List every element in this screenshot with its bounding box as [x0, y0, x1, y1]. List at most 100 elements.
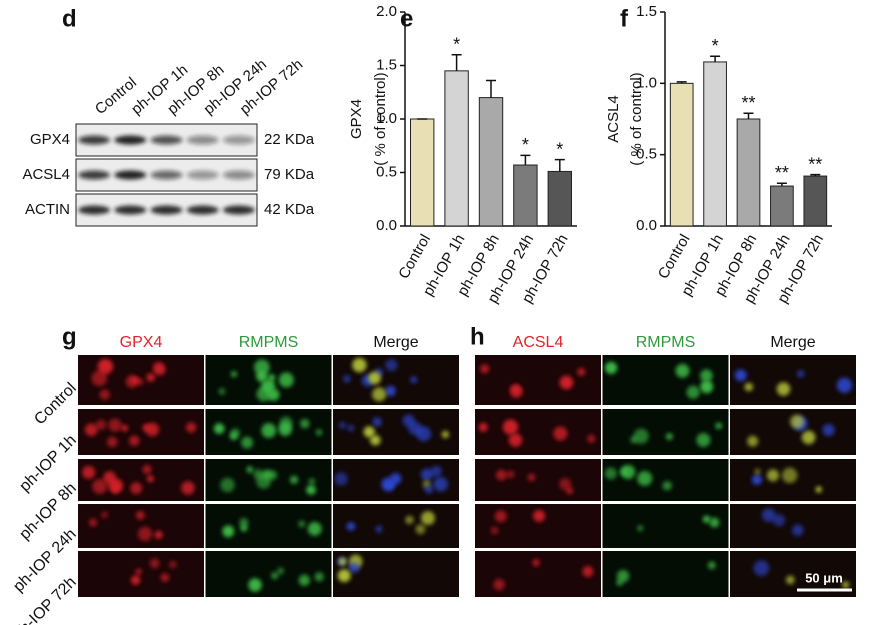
cell — [381, 477, 395, 492]
cell — [261, 423, 277, 438]
bar — [669, 82, 694, 227]
cell — [801, 430, 816, 445]
y-axis-label: GPX4 — [348, 99, 365, 139]
cell — [129, 435, 140, 447]
cell — [587, 434, 596, 443]
micrograph — [602, 409, 729, 455]
blot-band — [186, 205, 219, 215]
error-bar — [520, 154, 531, 166]
cell — [241, 436, 254, 449]
cell — [582, 565, 594, 578]
cell — [347, 424, 355, 432]
cell — [363, 426, 375, 438]
cell — [130, 575, 141, 585]
size-label: 22 KDa — [264, 131, 315, 148]
cell — [372, 387, 387, 402]
significance: * — [522, 135, 529, 155]
column-header: RMPMS — [239, 334, 299, 351]
cell — [533, 509, 546, 522]
cell — [135, 510, 145, 520]
error-bar — [810, 173, 821, 177]
cell — [253, 468, 263, 479]
cell — [493, 579, 505, 591]
cell — [315, 429, 323, 436]
panel-label: g — [62, 323, 77, 350]
cell — [494, 510, 507, 523]
cell — [734, 369, 747, 382]
cell — [230, 370, 238, 378]
blot-band — [114, 135, 147, 145]
blot-band — [150, 135, 183, 145]
y-tick-label: 0.0 — [376, 217, 397, 234]
cell — [271, 572, 279, 580]
cell — [154, 363, 166, 376]
cell — [747, 435, 759, 447]
y-axis-label: ( % of control) — [628, 72, 645, 165]
cell — [405, 515, 414, 525]
cell — [620, 467, 628, 476]
micrograph — [205, 551, 332, 597]
panel-label: h — [470, 323, 485, 350]
cell — [142, 464, 152, 475]
cell — [121, 424, 129, 432]
cell — [343, 375, 351, 383]
blot-band — [114, 205, 147, 215]
cell — [218, 388, 226, 395]
blot-band — [222, 135, 255, 145]
error-bar — [451, 54, 462, 71]
cell — [185, 422, 197, 433]
cell — [707, 561, 716, 570]
size-label: 42 KDa — [264, 201, 315, 218]
cell — [559, 478, 572, 491]
protein-label: ACTIN — [25, 201, 70, 218]
blot-band — [150, 205, 183, 215]
cell — [145, 422, 160, 437]
cell — [375, 525, 383, 533]
cell — [696, 433, 711, 448]
cell — [169, 560, 177, 569]
cell — [792, 524, 804, 536]
cell — [637, 525, 644, 532]
size-label: 79 KDa — [264, 166, 315, 183]
cell — [577, 367, 586, 376]
column-header: Merge — [373, 334, 418, 351]
blot-band — [114, 170, 147, 180]
cell — [99, 389, 110, 400]
error-bar — [743, 112, 754, 119]
significance: ** — [775, 163, 789, 183]
significance: * — [453, 35, 460, 55]
micrograph — [730, 355, 856, 405]
cell — [700, 369, 713, 382]
cell — [267, 388, 280, 401]
cell — [478, 422, 488, 432]
cell — [154, 530, 163, 540]
cell — [125, 375, 139, 388]
blot-band — [186, 135, 219, 145]
blot-band — [186, 170, 219, 180]
micrograph — [602, 459, 729, 501]
protein-label: GPX4 — [30, 131, 70, 148]
y-tick-label: 1.0 — [636, 74, 657, 91]
cell — [490, 526, 499, 535]
cell — [662, 481, 672, 491]
cell — [213, 423, 225, 434]
cell — [346, 522, 356, 531]
cell — [410, 376, 418, 384]
cell — [751, 474, 762, 485]
micrograph — [602, 504, 729, 548]
cell — [181, 481, 195, 495]
cell — [160, 573, 170, 582]
cell — [277, 567, 285, 575]
cell — [781, 467, 798, 484]
cell — [314, 572, 324, 582]
bar — [513, 164, 538, 227]
cell — [82, 465, 96, 479]
cell — [92, 478, 108, 494]
cell — [761, 508, 776, 522]
panel-label: d — [62, 5, 77, 32]
blot-band — [222, 170, 255, 180]
cell — [815, 486, 822, 493]
cell — [246, 466, 254, 473]
micrograph — [78, 504, 204, 548]
y-axis-label: ACSL4 — [605, 95, 622, 143]
